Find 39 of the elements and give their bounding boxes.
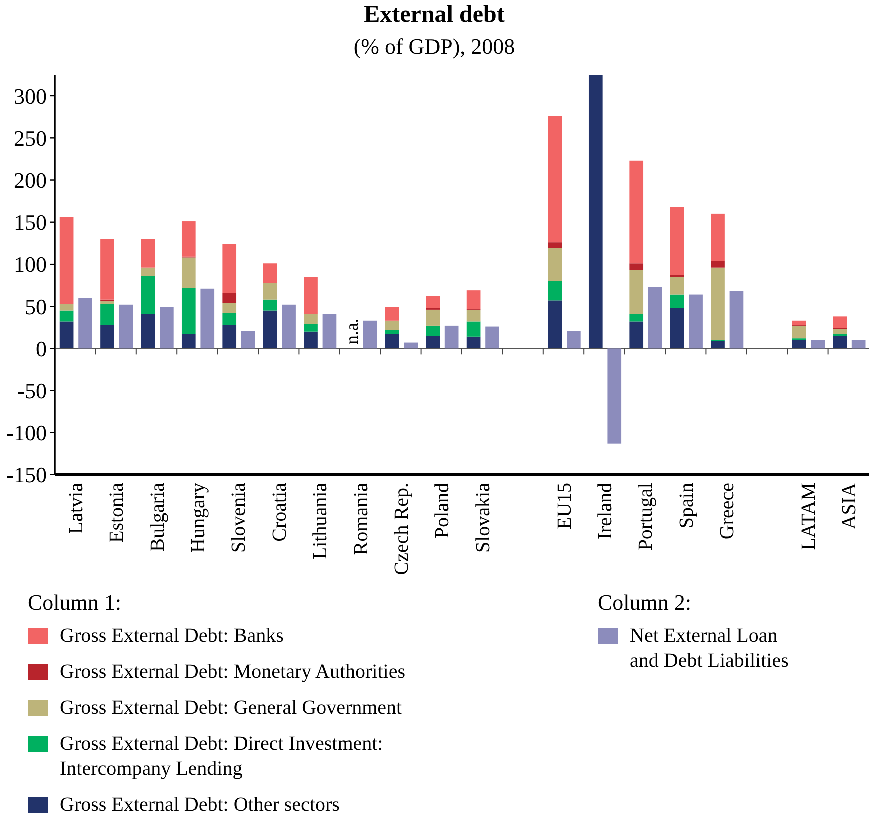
chart-title: External debt [364,2,505,28]
x-tick-label: Poland [432,483,454,539]
x-tick-label: LATAM [798,482,820,550]
legend-label: Gross External Debt: Monetary Authorities [60,661,406,683]
chart-subtitle: (% of GDP), 2008 [354,34,516,59]
x-tick-label: Bulgaria [146,482,169,552]
x-tick-label: Romania [350,482,372,556]
x-tick-label: Greece [716,482,739,540]
x-tick-label: Hungary [187,483,210,553]
legend-label: Gross External Debt: General Government [60,697,403,719]
y-tick-label: 300 [14,84,47,109]
y-tick-label: -100 [6,420,47,446]
x-tick-label: Ireland [594,483,616,540]
x-tick-label: Spain [676,483,698,529]
x-tick-label: Slovakia [472,482,494,553]
y-tick-label: -50 [18,378,47,404]
x-tick-label: Czech Rep. [390,483,413,576]
x-tick-label: Estonia [106,482,128,543]
text: Column 2: [598,590,692,615]
annotation: n.a. [342,318,362,345]
legend-label: Net External Loan and Debt Liabilities [630,625,790,672]
legend-label: Gross External Debt: Banks [60,625,284,647]
x-tick-label: ASIA [838,482,861,530]
y-tick-label: 0 [36,336,47,362]
x-tick-label: EU15 [554,483,576,530]
y-tick-label: 50 [25,294,47,320]
y-tick-label: 250 [14,126,47,151]
legend-label: Gross External Debt: Other sectors [60,794,340,816]
y-tick-label: 100 [14,252,47,278]
y-tick-label: 150 [14,210,47,236]
text: Column 1: [28,590,122,615]
y-tick-label: 200 [14,168,47,193]
x-tick-label: Portugal [635,482,658,551]
x-tick-label: Croatia [268,482,291,542]
legend-label: Gross External Debt: Direct Investment: Intercompany Lending [60,733,384,780]
x-tick-label: Latvia [65,482,88,534]
x-tick-label: Lithuania [310,482,332,560]
x-tick-label: Slovenia [228,482,250,553]
y-tick-label: -150 [6,462,47,488]
